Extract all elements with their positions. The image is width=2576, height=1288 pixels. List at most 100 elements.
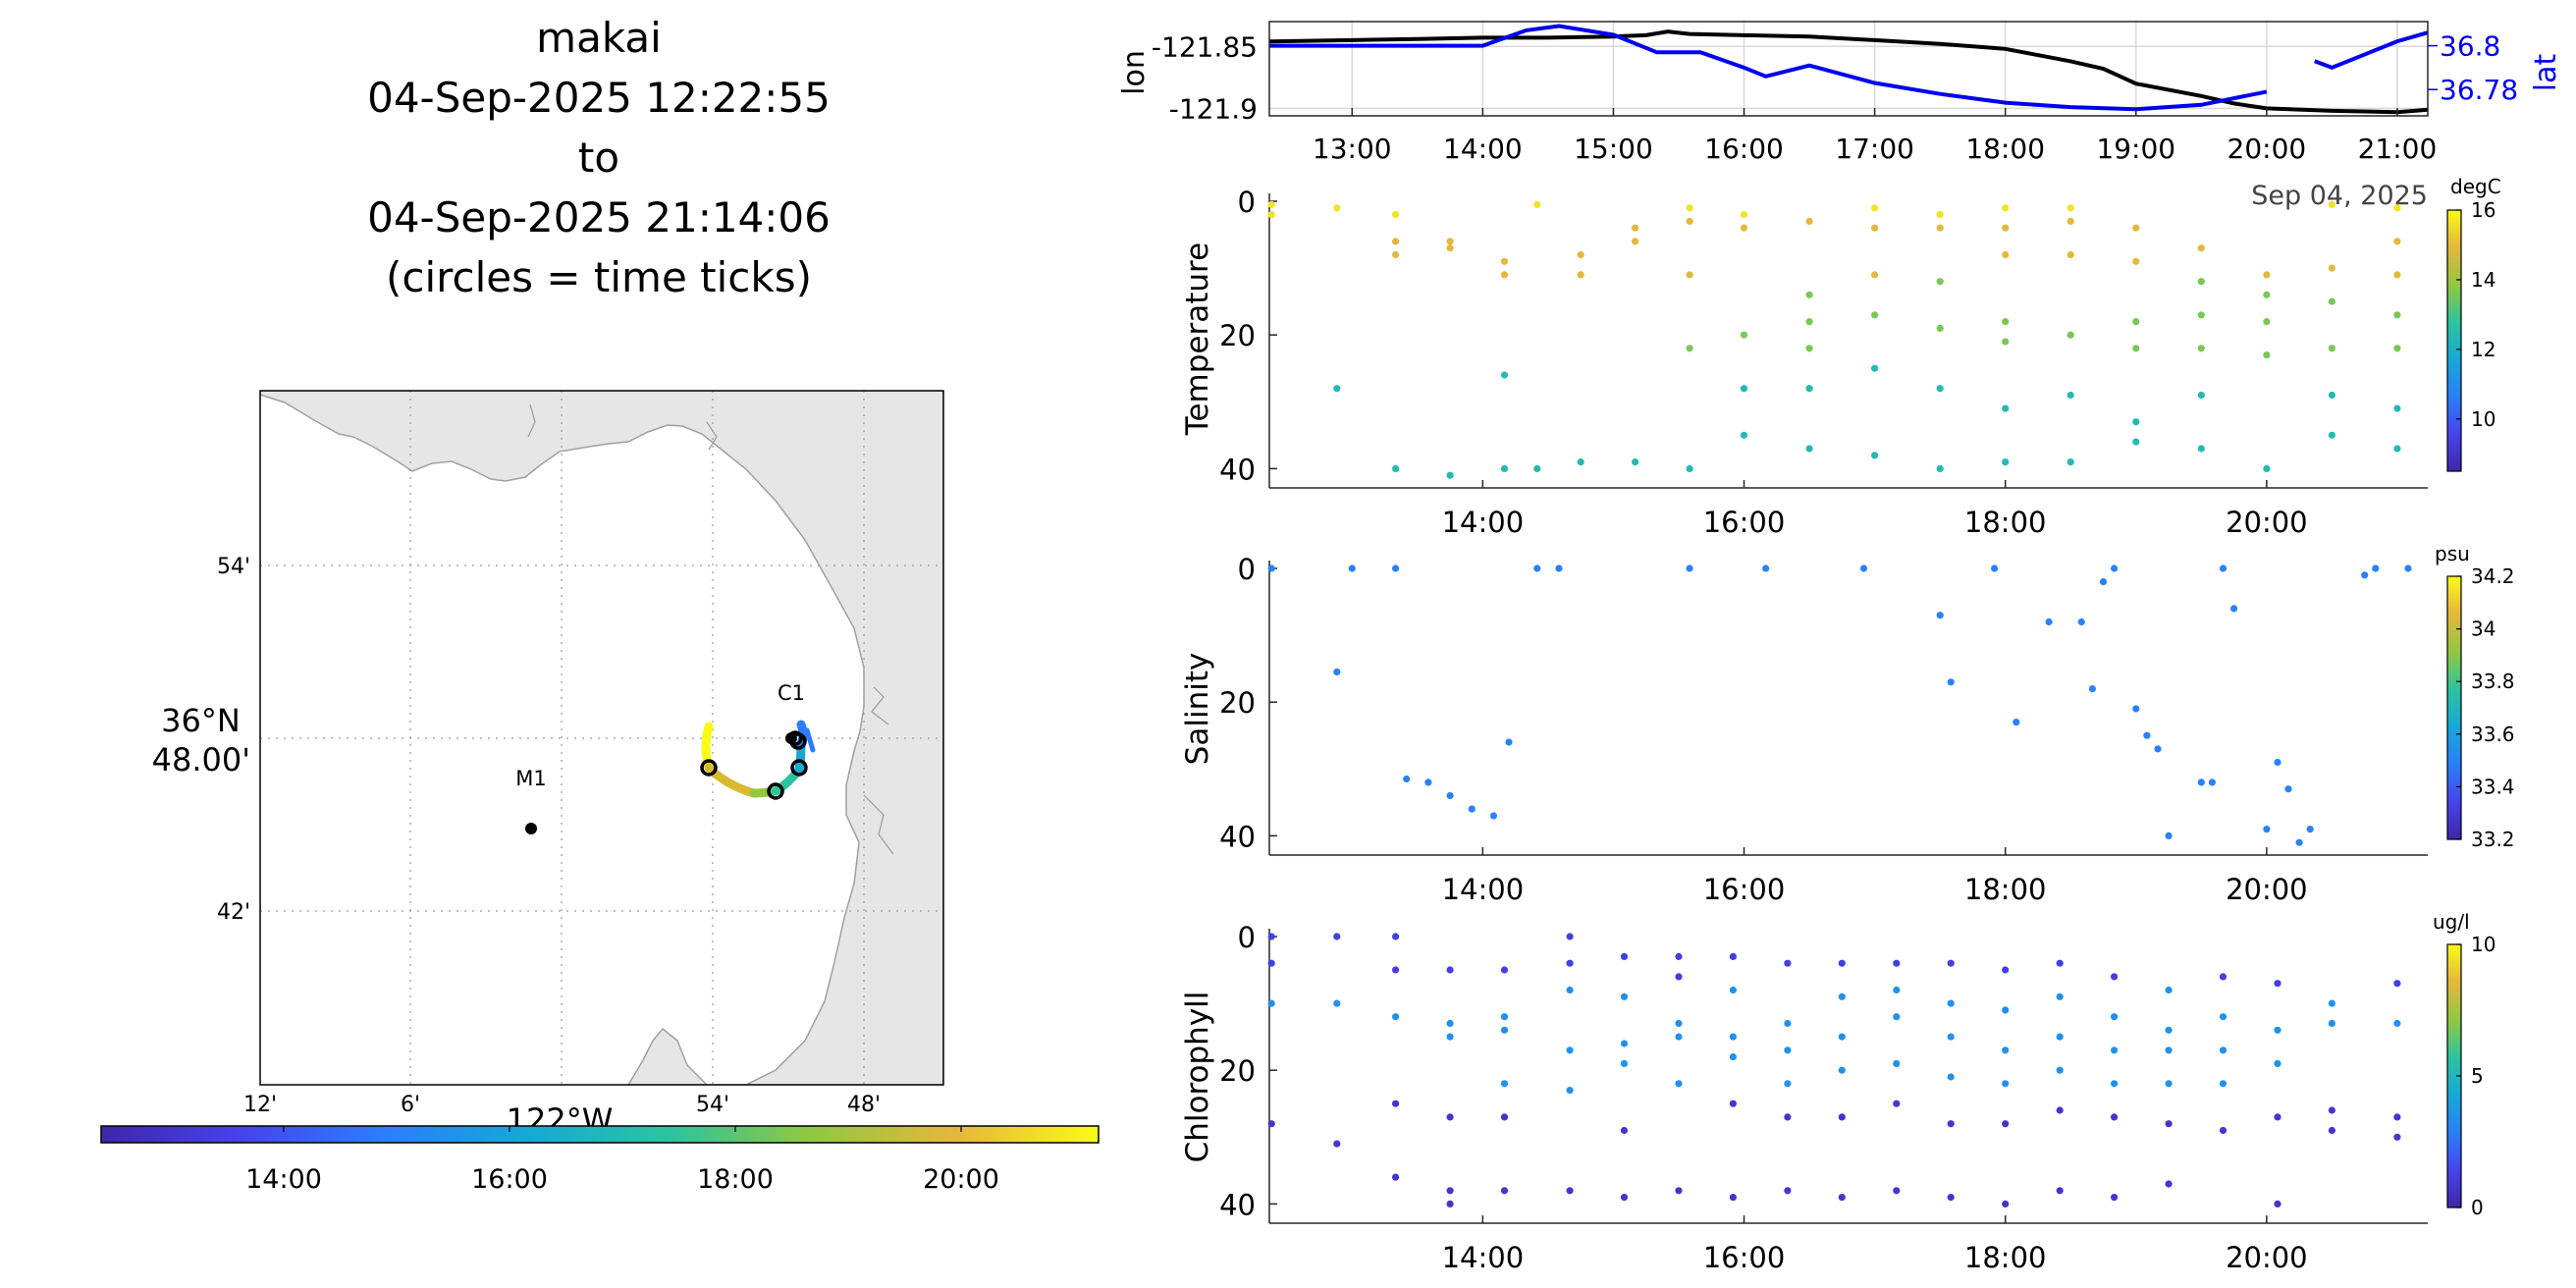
chlorophyll-colorbar-tick-label: 10 xyxy=(2471,933,2496,956)
time-colorbar-tick-label: 14:00 xyxy=(245,1164,322,1195)
temperature-data-point xyxy=(2066,331,2074,339)
time-colorbar-tick-label: 16:00 xyxy=(471,1164,548,1195)
chlorophyll-data-point xyxy=(1446,966,1454,974)
salinity-axis-label: Salinity xyxy=(1180,653,1215,766)
temperature-data-point xyxy=(1740,431,1748,439)
chlorophyll-data-point xyxy=(2056,1187,2064,1195)
title-line-1: makai xyxy=(536,14,662,62)
temperature-data-point xyxy=(2328,264,2335,272)
salinity-data-point xyxy=(1468,805,1476,813)
chlorophyll-data-point xyxy=(2219,1080,2227,1088)
temperature-data-point xyxy=(1871,311,1879,319)
lat-tick-label: 36.8 xyxy=(2440,30,2500,63)
salinity-data-point xyxy=(2165,832,2173,840)
salinity-ytick-label: 40 xyxy=(1219,820,1256,853)
temperature-data-point xyxy=(2002,458,2010,466)
temperature-data-point xyxy=(1577,271,1584,279)
chlorophyll-data-point xyxy=(1500,1013,1509,1021)
chlorophyll-data-point xyxy=(2274,1059,2281,1067)
salinity-colorbar-tick-label: 33.4 xyxy=(2471,775,2515,798)
temperature-data-point xyxy=(2066,391,2074,400)
chlorophyll-data-point xyxy=(2111,973,2119,981)
temperature-data-point xyxy=(1686,271,1693,279)
salinity-data-point xyxy=(1333,668,1341,676)
salinity-data-point xyxy=(1267,564,1275,572)
time-colorbar-ticks xyxy=(283,1126,962,1132)
temperature-data-point xyxy=(2197,278,2205,286)
chlorophyll-data-point xyxy=(2274,1026,2281,1034)
temperature-data-point xyxy=(1936,324,1944,332)
temperature-data-point xyxy=(2066,458,2074,466)
salinity-data-point xyxy=(2077,617,2085,626)
chlorophyll-data-point xyxy=(1566,959,1574,967)
temperature-data-point xyxy=(1632,238,1639,245)
map-lat-label-part: 36°N xyxy=(161,702,241,739)
chlorophyll-data-point xyxy=(1729,1100,1737,1107)
time-colorbar xyxy=(100,1125,1100,1144)
chlorophyll-data-point xyxy=(2393,1133,2401,1141)
title-line-4: 04-Sep-2025 21:14:06 xyxy=(367,193,831,242)
temperature-data-point xyxy=(1533,200,1541,208)
station-label-c1: C1 xyxy=(778,681,805,705)
temperature-colorbar-label: degC xyxy=(2450,175,2501,198)
salinity-data-point xyxy=(2143,731,2151,739)
temperature-data-point xyxy=(2197,391,2205,400)
chlorophyll-panel: Chlorophyll ug/l 0 20 40 14:00 16:00 18:00 20:… xyxy=(1180,910,2496,1274)
temperature-data-point xyxy=(2263,291,2271,298)
temperature-data-point xyxy=(1936,464,1944,472)
temperature-data-point xyxy=(2393,204,2401,212)
vehicle-track xyxy=(701,720,816,798)
temperature-data-point xyxy=(2197,345,2205,352)
map-lon-label: 12' xyxy=(243,1093,277,1117)
chlorophyll-data-point xyxy=(1675,973,1683,981)
temperature-data-point xyxy=(2393,404,2401,412)
salinity-data-point xyxy=(1505,738,1513,746)
temperature-data-point xyxy=(2066,204,2074,212)
lonlat-xtick-label: 21:00 xyxy=(2358,133,2438,165)
chlorophyll-data-point xyxy=(1947,1120,1955,1128)
chlorophyll-colorbar-tick-label: 5 xyxy=(2471,1064,2484,1088)
chlorophyll-data-point xyxy=(1620,993,1629,1000)
lat-series-line xyxy=(1269,24,2268,112)
temperature-data-point xyxy=(1805,291,1813,298)
temperature-data-point xyxy=(1392,238,1400,245)
salinity-data-point xyxy=(2230,605,2238,613)
temperature-data-point xyxy=(2393,271,2401,279)
temperature-data-point xyxy=(2132,345,2140,352)
map-grid xyxy=(260,391,943,1085)
temperature-data-point xyxy=(2393,311,2401,319)
salinity-data-point xyxy=(2274,758,2281,767)
temperature-colorbar xyxy=(2446,209,2462,472)
lon-tick-label: -121.85 xyxy=(1152,30,1258,63)
salinity-ytick-label: 20 xyxy=(1219,686,1256,720)
chlorophyll-ytick-label: 0 xyxy=(1238,921,1256,954)
chlorophyll-data-point xyxy=(2328,999,2335,1007)
chlorophyll-data-point xyxy=(1446,1113,1454,1121)
salinity-data-point xyxy=(2045,617,2053,626)
chlorophyll-data-point xyxy=(2002,1080,2010,1088)
temperature-data-point xyxy=(1577,458,1584,466)
temperature-data-point xyxy=(1267,200,1275,208)
salinity-xtick-label: 16:00 xyxy=(1703,873,1786,906)
chlorophyll-data-point xyxy=(1620,1194,1629,1202)
lonlat-date-label: Sep 04, 2025 xyxy=(2251,181,2428,211)
temperature-data-point xyxy=(2328,345,2335,352)
chlorophyll-data-point xyxy=(2056,993,2064,1000)
chlorophyll-data-point xyxy=(1500,1080,1509,1088)
chlorophyll-data-point xyxy=(2002,1046,2010,1054)
chlorophyll-data-point xyxy=(1267,999,1275,1007)
temperature-ytick-label: 20 xyxy=(1219,319,1256,352)
temperature-data-point xyxy=(1805,217,1813,225)
chlorophyll-data-point xyxy=(1675,1019,1683,1028)
temperature-data-point xyxy=(1500,271,1509,279)
lonlat-xtick-label: 17:00 xyxy=(1835,133,1914,165)
salinity-data-point xyxy=(2372,564,2380,572)
temperature-data-point xyxy=(2002,204,2010,212)
chlorophyll-data-point xyxy=(1333,1140,1341,1148)
chlorophyll-data-point xyxy=(1333,933,1341,940)
chlorophyll-data-point xyxy=(1838,959,1846,967)
map-lat-label: 42' xyxy=(217,900,250,925)
lonlat-grid xyxy=(1269,22,2428,116)
chlorophyll-data-point xyxy=(1675,952,1683,961)
